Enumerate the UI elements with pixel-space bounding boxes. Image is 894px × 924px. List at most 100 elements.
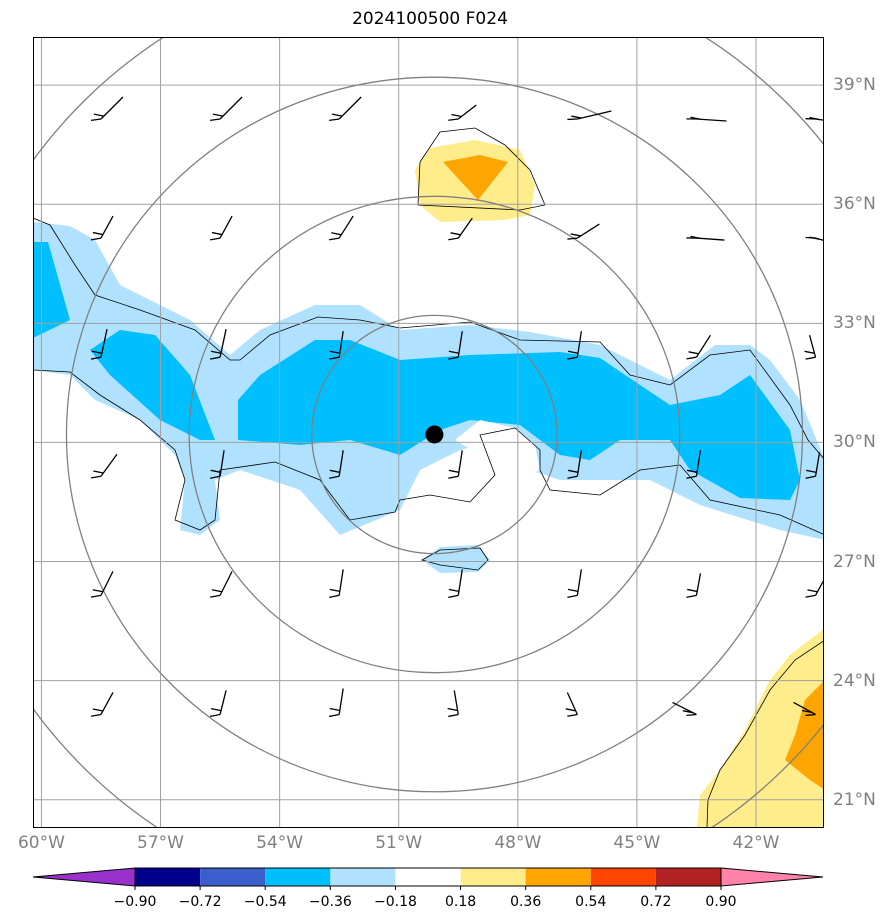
wind-barb [90, 215, 114, 241]
barb-flag [90, 118, 102, 122]
wind-barbs [90, 96, 824, 718]
colorbar-label: 0.36 [510, 894, 542, 910]
barb-flag [329, 469, 340, 473]
barb-flag [329, 588, 340, 593]
barb-flag [805, 713, 816, 717]
barb-flag [805, 356, 816, 360]
barb-staff [814, 579, 824, 596]
barb-flag [90, 475, 102, 479]
barb-flag [210, 469, 221, 473]
barb-flag [565, 708, 576, 712]
barb-flag [329, 594, 340, 598]
lat-label: 39°N [833, 75, 876, 96]
barb-flag [448, 475, 459, 479]
barb-flag [686, 469, 698, 473]
wind-barb [686, 573, 702, 598]
barb-flag [90, 237, 102, 241]
shaded-field-layer [33, 140, 824, 827]
colorbar-box [265, 868, 331, 886]
lat-label: 30°N [833, 432, 876, 453]
barb-flag [209, 594, 221, 598]
barb-staff [219, 96, 243, 120]
wind-barb [567, 331, 583, 360]
colorbar-label: −0.54 [243, 894, 287, 910]
colorbar-label: 0.54 [575, 894, 607, 910]
barb-flag [209, 118, 221, 122]
barb-flag [567, 713, 578, 717]
barb-flag [805, 594, 816, 598]
colorbar-box [135, 868, 201, 886]
barb-staff [808, 335, 817, 358]
wind-barb [448, 450, 463, 479]
barb-flag [688, 351, 699, 355]
colorbar-box [395, 868, 461, 886]
wind-barb [793, 701, 816, 717]
barb-flag [331, 232, 342, 236]
wind-barb [448, 331, 463, 360]
barb-flag [686, 713, 697, 717]
barb-staff [577, 223, 600, 239]
colorbar-label: 0.72 [640, 894, 672, 910]
barb-staff [100, 96, 124, 120]
barb-flag [92, 589, 103, 593]
range-ring-0 [311, 314, 558, 555]
barb-flag [329, 356, 340, 360]
barb-flag [807, 589, 818, 593]
wind-barb [329, 331, 344, 360]
wind-barb [448, 104, 477, 121]
barb-flag [448, 713, 459, 718]
barb-flag [447, 707, 458, 712]
wind-barb [90, 571, 114, 598]
barb-flag [331, 113, 343, 117]
contour-north-edge [33, 217, 824, 459]
barb-flag [212, 113, 224, 117]
barb-flag [567, 588, 579, 593]
barb-staff [696, 118, 727, 122]
lat-label: 24°N [833, 670, 876, 691]
lon-label: 45°W [613, 833, 661, 853]
barb-flag [93, 113, 104, 117]
barb-staff [219, 571, 233, 596]
colorbar-label: −0.90 [113, 894, 157, 910]
wind-barb [209, 450, 225, 479]
barb-flag [682, 710, 694, 714]
wind-barb [686, 450, 702, 479]
colorbar-box [460, 868, 526, 886]
barb-staff [100, 329, 108, 358]
barb-flag [209, 475, 221, 479]
barb-flag [448, 594, 459, 598]
barb-flag [329, 350, 340, 354]
barb-flag [329, 713, 340, 718]
barb-flag [567, 594, 578, 598]
barb-flag [210, 707, 222, 712]
barb-flag [329, 237, 340, 241]
barb-staff [457, 217, 473, 239]
wind-barb [686, 235, 725, 241]
wind-barb [565, 692, 578, 717]
range-ring-1 [188, 195, 681, 674]
barb-flag [570, 233, 581, 237]
wind-barb [209, 690, 227, 718]
wind-barb [448, 217, 473, 241]
wind-barb [805, 452, 821, 479]
barb-flag [687, 588, 698, 593]
barb-flag [329, 475, 340, 479]
colorbar-box [590, 868, 656, 886]
barb-flag [448, 469, 460, 473]
lon-label: 51°W [375, 833, 423, 853]
wind-barb [804, 335, 817, 360]
barb-flag [451, 113, 462, 118]
wind-barb [686, 116, 727, 122]
barb-staff [338, 96, 362, 120]
barb-flag [801, 709, 813, 714]
contour-south-edge [33, 369, 824, 535]
lon-label: 42°W [732, 833, 780, 853]
barb-flag [92, 708, 104, 712]
wind-barb [567, 223, 600, 240]
barb-staff [100, 692, 114, 715]
barb-flag [686, 475, 697, 479]
wind-barb [805, 116, 824, 121]
barb-flag [448, 118, 459, 121]
barb-flag [806, 469, 817, 473]
